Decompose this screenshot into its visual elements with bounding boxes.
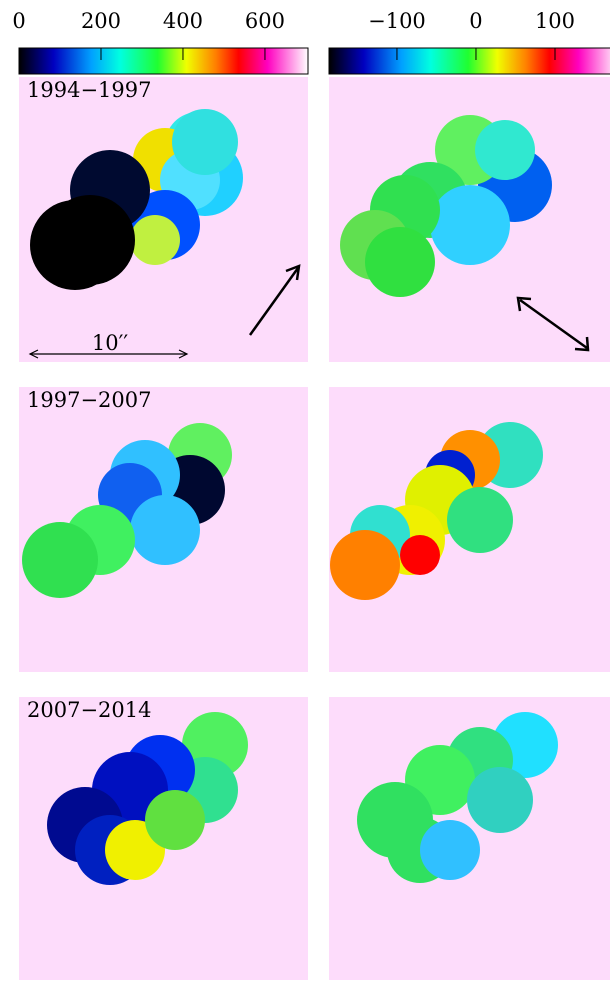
- tick-label: 0: [12, 9, 25, 33]
- tick-label: −100: [368, 9, 426, 33]
- maps: [22, 109, 558, 885]
- annotations: [28, 264, 590, 359]
- tick-label: 100: [535, 9, 575, 33]
- colorbar: [18, 47, 309, 75]
- panel-label: 1994−1997: [27, 78, 151, 102]
- scale-bar-label: 10′′: [92, 331, 128, 355]
- tick-label: 400: [163, 9, 203, 33]
- panel-label: 1997−2007: [27, 388, 151, 412]
- tick-label: 0: [469, 9, 482, 33]
- colorbars: [18, 47, 610, 75]
- colorbar: [328, 47, 610, 75]
- panel-label: 2007−2014: [27, 698, 151, 722]
- tick-label: 600: [245, 9, 285, 33]
- tick-label: 200: [81, 9, 121, 33]
